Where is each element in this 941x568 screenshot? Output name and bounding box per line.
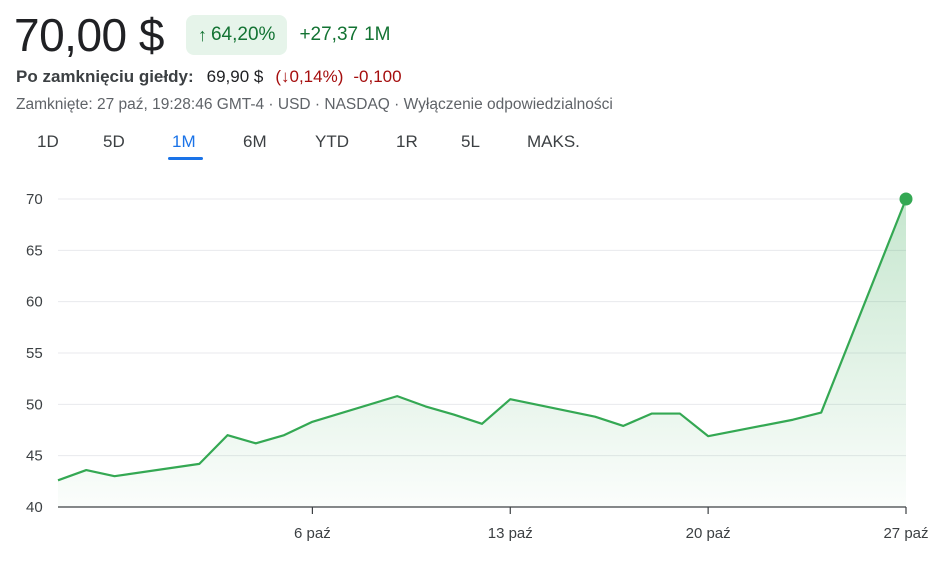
after-hours-label: Po zamknięciu giełdy:: [16, 67, 194, 86]
y-tick-label: 40: [26, 499, 43, 516]
after-hours-row: Po zamknięciu giełdy: 69,90 $ (↓0,14%) -…: [16, 67, 402, 87]
y-tick-label: 55: [26, 345, 43, 362]
tab-1m[interactable]: 1M: [172, 132, 196, 151]
tab-maks[interactable]: MAKS.: [527, 132, 580, 151]
active-tab-indicator: [168, 157, 203, 160]
x-tick-label: 27 paź: [883, 525, 928, 542]
after-hours-percent: (↓0,14%): [275, 67, 344, 86]
current-price: 70,00 $: [14, 9, 164, 61]
tab-6m[interactable]: 6M: [243, 132, 267, 151]
tab-1d[interactable]: 1D: [37, 132, 59, 151]
y-tick-label: 65: [26, 242, 43, 259]
price-area-fill: [58, 199, 906, 507]
x-tick-label: 20 paź: [686, 525, 731, 542]
y-tick-label: 70: [26, 191, 43, 208]
up-arrow-icon: ↑: [197, 24, 207, 45]
tab-ytd[interactable]: YTD: [315, 132, 349, 151]
change-absolute-value: +27,37: [299, 24, 359, 45]
tab-1r[interactable]: 1R: [396, 132, 418, 151]
change-period: 1M: [364, 24, 391, 45]
price-line: [57, 198, 908, 482]
change-percent-badge: ↑ 64,20%: [185, 15, 288, 55]
y-tick-label: 60: [26, 294, 43, 311]
after-hours-absolute: -0,100: [353, 67, 402, 86]
change-absolute: +27,37 1M: [299, 24, 390, 46]
market-meta: Zamknięte: 27 paź, 19:28:46 GMT-4 · USD …: [16, 96, 613, 113]
tab-5d[interactable]: 5D: [103, 132, 125, 151]
x-tick-label: 13 paź: [488, 525, 533, 542]
y-tick-label: 45: [26, 448, 43, 465]
tab-5l[interactable]: 5L: [461, 132, 480, 151]
price-header: 70,00 $ ↑ 64,20% +27,37 1M: [14, 8, 391, 62]
last-price-point: [899, 192, 913, 206]
after-hours-price: 69,90 $: [206, 67, 264, 86]
y-tick-label: 50: [26, 396, 43, 413]
x-tick-label: 6 paź: [294, 525, 331, 542]
change-percent-value: 64,20%: [210, 24, 276, 45]
